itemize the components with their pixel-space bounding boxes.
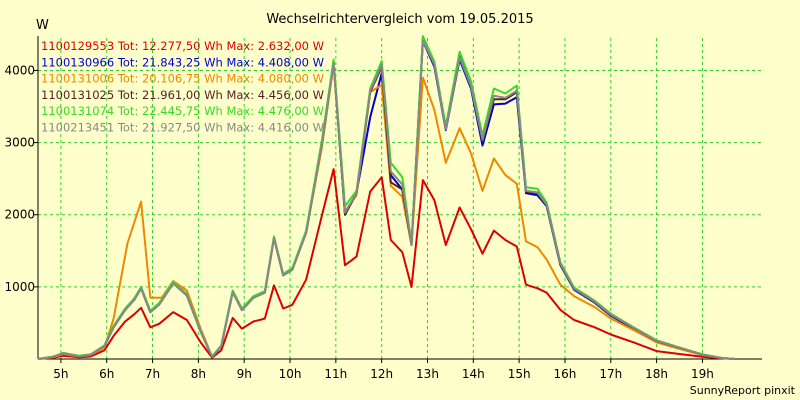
x-tick-label: 9h xyxy=(237,367,252,381)
x-tick-label: 17h xyxy=(599,367,622,381)
credit-label: SunnyReport pinxit xyxy=(690,384,796,397)
x-tick-label: 7h xyxy=(145,367,160,381)
y-tick-label: 2000 xyxy=(4,208,35,222)
legend: 1100129553 Tot: 12.277,50 Wh Max: 2.632,… xyxy=(41,39,324,135)
series-line-2 xyxy=(37,63,735,360)
tick-labels: 5h 6h 7h 8h 9h 10h 11h 12h 13h 14h 15h 16h 17h 18h 19h… xyxy=(4,63,713,381)
legend-entry-1: 1100130966 Tot: 21.843,25 Wh Max: 4.408,… xyxy=(41,55,324,69)
axes xyxy=(34,36,762,363)
y-tick-label: 4000 xyxy=(4,63,35,77)
x-tick-label: 6h xyxy=(99,367,114,381)
legend-entry-0: 1100129553 Tot: 12.277,50 Wh Max: 2.632,… xyxy=(41,39,324,53)
y-axis-unit: W xyxy=(36,18,49,33)
x-tick-label: 14h xyxy=(462,367,485,381)
x-tick-label: 12h xyxy=(370,367,393,381)
x-tick-label: 5h xyxy=(53,367,68,381)
x-tick-label: 13h xyxy=(416,367,439,381)
chart-title: Wechselrichtervergleich vom 19.05.2015 xyxy=(266,12,533,27)
x-tick-label: 16h xyxy=(554,367,577,381)
x-tick-label: 8h xyxy=(191,367,206,381)
y-tick-label: 3000 xyxy=(4,136,35,150)
x-tick-label: 15h xyxy=(508,367,531,381)
x-tick-label: 18h xyxy=(645,367,668,381)
legend-entry-3: 1100131025 Tot: 21.961,00 Wh Max: 4.456,… xyxy=(41,88,324,102)
series-line-0 xyxy=(37,168,735,360)
series-line-5 xyxy=(37,39,735,360)
x-tick-label: 11h xyxy=(324,367,347,381)
legend-entry-2: 1100131006 Tot: 20.106,75 Wh Max: 4.080,… xyxy=(41,72,324,86)
legend-entry-4: 1100131074 Tot: 22.445,75 Wh Max: 4.476,… xyxy=(41,104,324,118)
x-tick-label: 10h xyxy=(279,367,302,381)
legend-entry-5: 1100213451 Tot: 21.927,50 Wh Max: 4.416,… xyxy=(41,121,324,135)
x-tick-label: 19h xyxy=(691,367,714,381)
series-lines xyxy=(37,35,735,360)
grid xyxy=(38,38,762,359)
y-tick-label: 1000 xyxy=(4,280,35,294)
